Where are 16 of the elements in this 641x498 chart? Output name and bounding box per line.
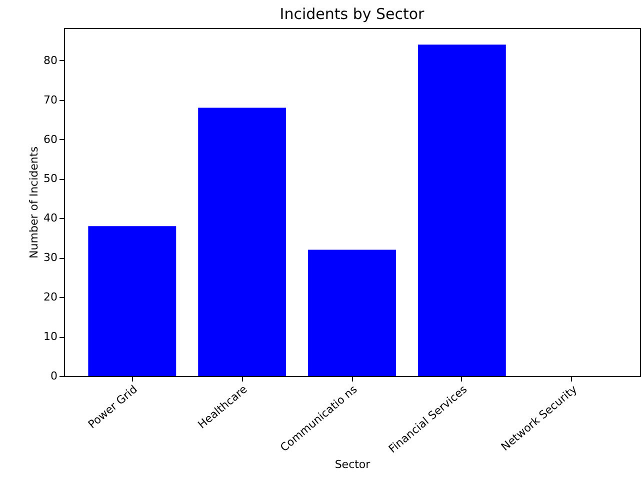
bar <box>308 250 396 376</box>
y-tick-label: 20 <box>44 290 58 304</box>
y-tick-label: 80 <box>44 54 58 67</box>
chart-title: Incidents by Sector <box>280 5 426 23</box>
y-tick-label: 10 <box>44 330 58 344</box>
y-tick-label: 40 <box>44 212 58 225</box>
bar <box>198 108 286 376</box>
y-tick-label: 30 <box>44 251 58 264</box>
y-axis-title: Number of Incidents <box>28 146 41 258</box>
y-tick-label: 50 <box>44 172 58 186</box>
bar <box>88 226 176 376</box>
y-tick-label: 70 <box>44 93 58 106</box>
x-axis-title: Sector <box>334 458 371 471</box>
y-tick-label: 0 <box>50 370 58 382</box>
bar <box>418 44 506 376</box>
y-tick-label: 60 <box>44 132 58 146</box>
